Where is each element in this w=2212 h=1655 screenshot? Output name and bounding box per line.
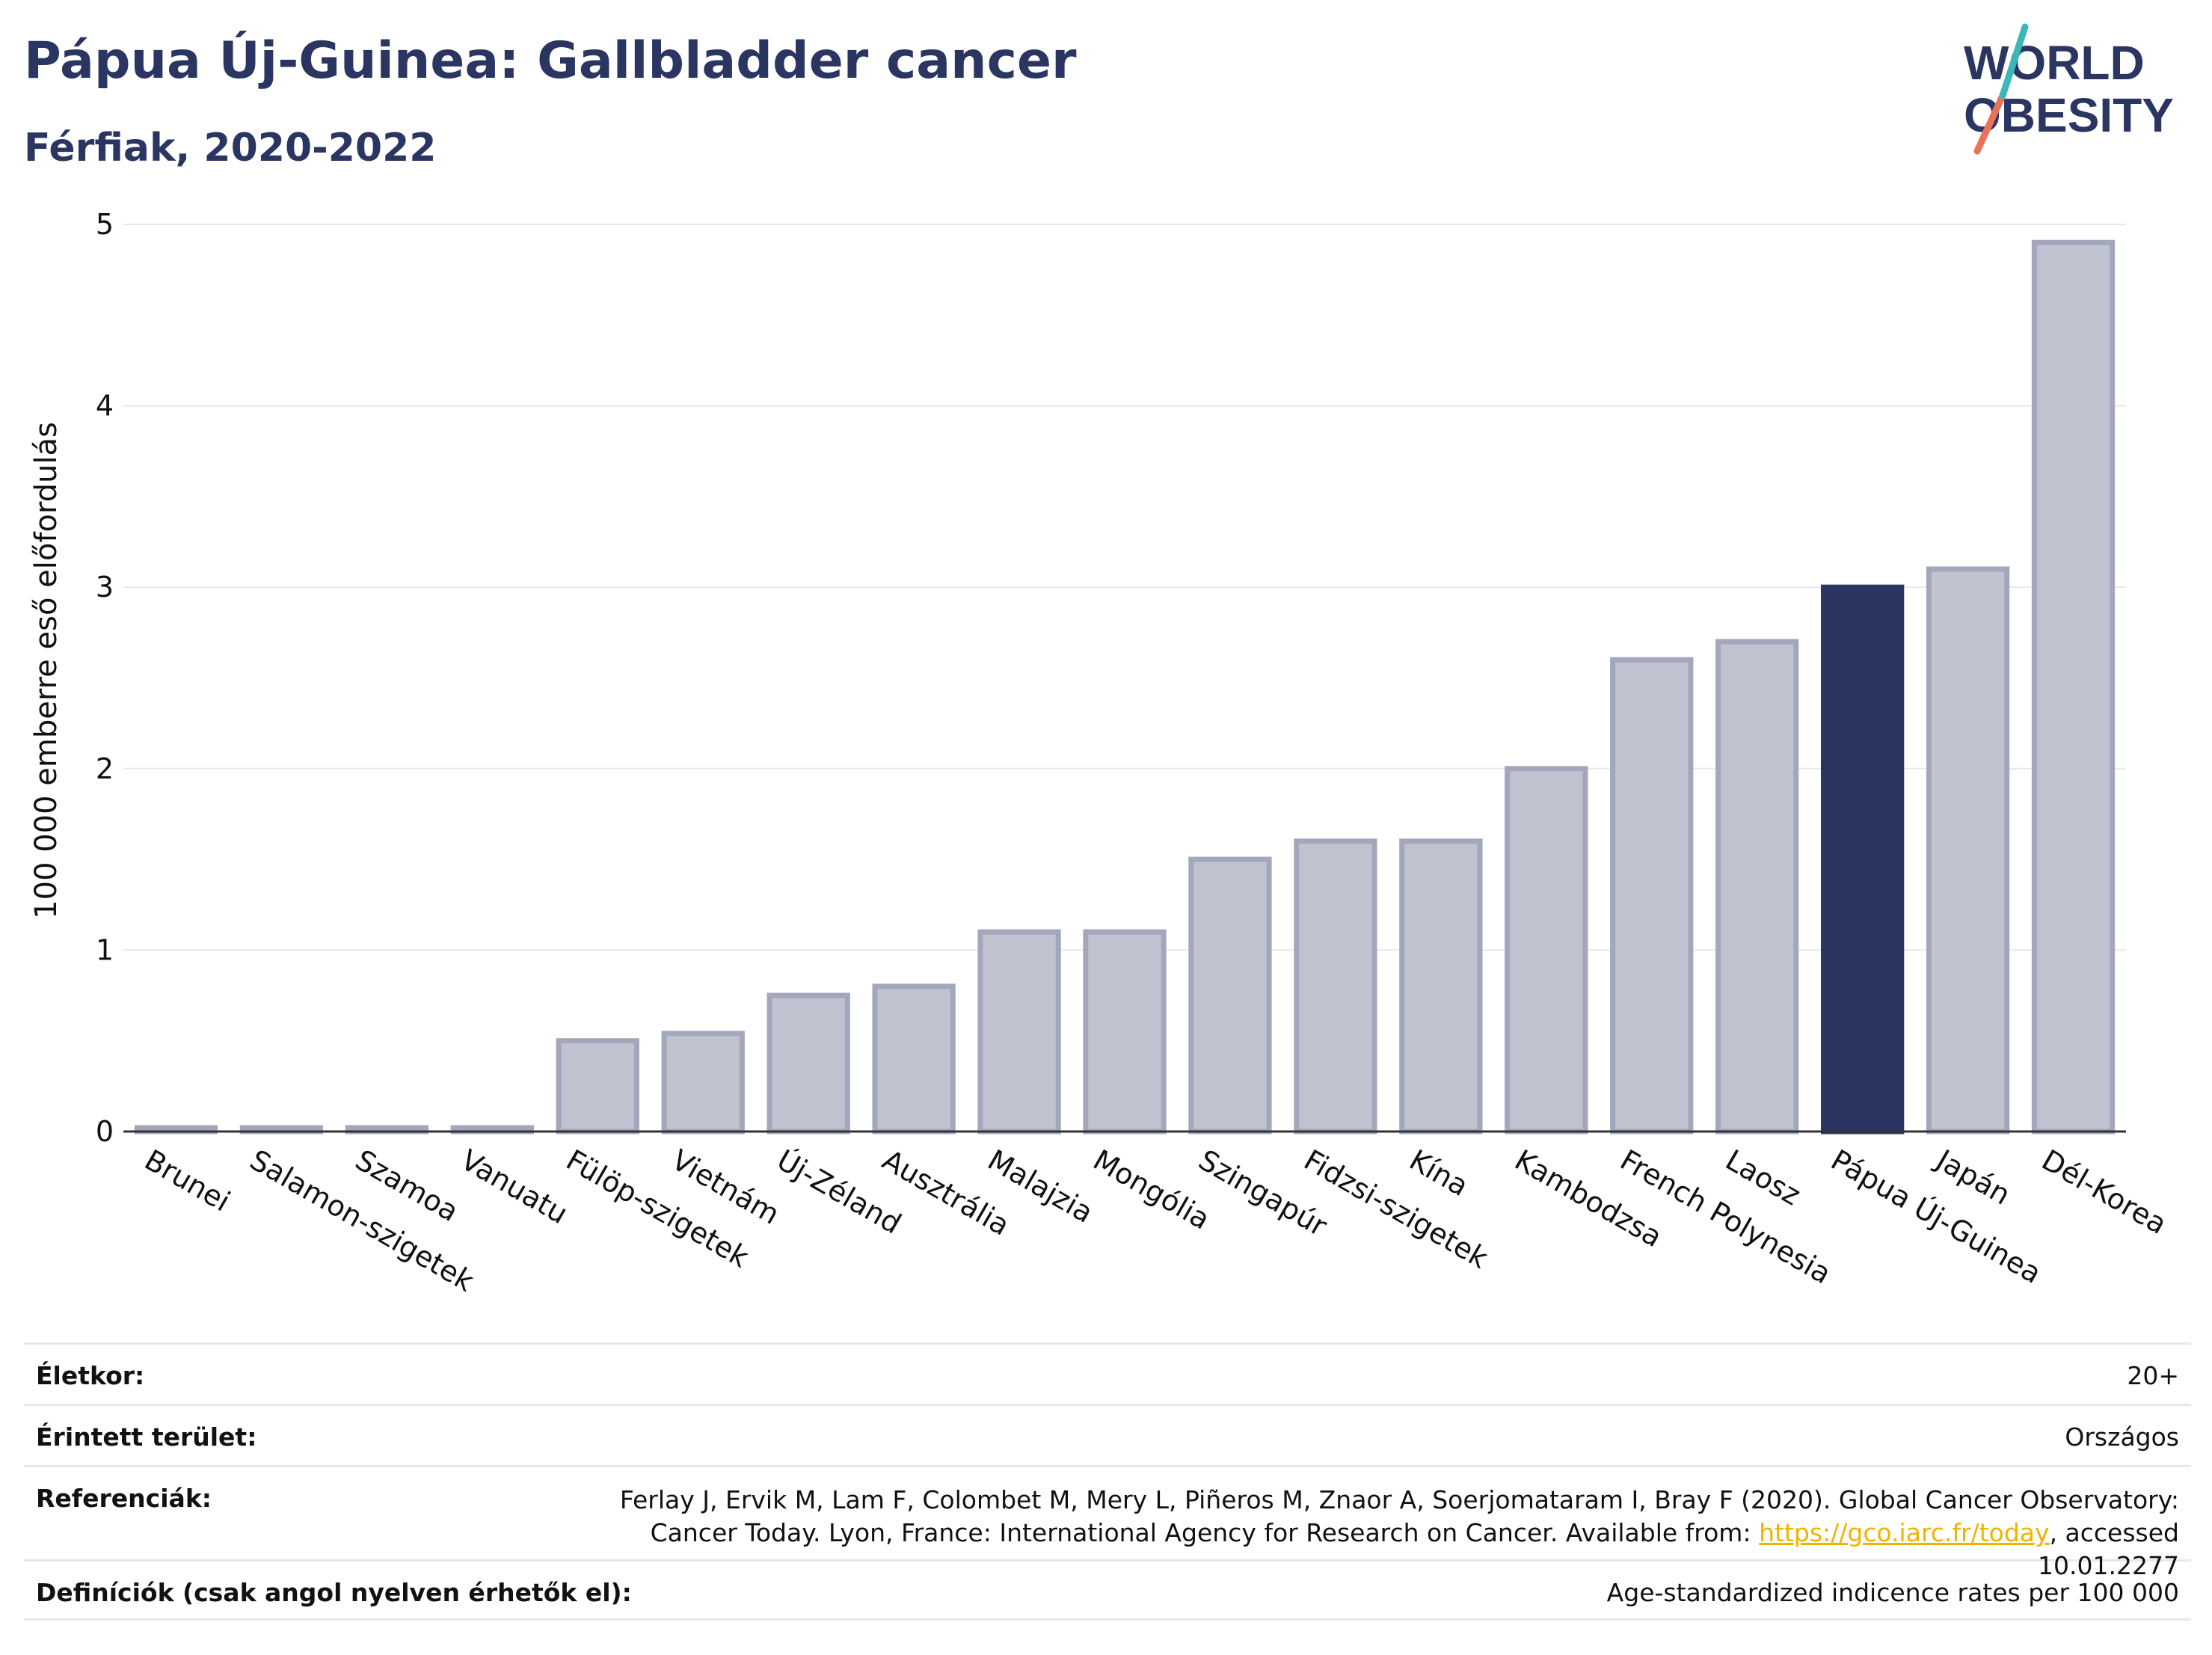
references-label: Referenciák: (36, 1484, 212, 1513)
definitions-value: Age-standardized indicence rates per 100… (1606, 1578, 2179, 1607)
references-link[interactable]: https://gco.iarc.fr/today (1759, 1518, 2050, 1547)
x-tick-label: Dél-Korea (2036, 1143, 2172, 1241)
x-tick-label: Brunei (139, 1143, 236, 1218)
y-tick-label: 1 (96, 933, 114, 966)
x-tick-label: Vanuatu (455, 1143, 574, 1230)
area-value: Országos (2065, 1422, 2179, 1452)
bar (661, 1031, 745, 1134)
references-value: Ferlay J, Ervik M, Lam F, Colombet M, Me… (534, 1484, 2179, 1582)
chart-subtitle: Férfiak, 2020-2022 (24, 126, 437, 171)
bar (2031, 239, 2116, 1134)
meta-row-references: Referenciák: Ferlay J, Ervik M, Lam F, C… (24, 1465, 2191, 1580)
meta-row-definitions: Definíciók (csak angol nyelven érhetők e… (24, 1559, 2191, 1621)
bar-chart: 0 1 2 3 4 5 100 000 emberre eső előfordulás Bru… (29, 208, 2172, 1298)
bar (1083, 929, 1167, 1134)
area-label: Érintett terület: (36, 1422, 257, 1452)
y-tick-label: 4 (96, 390, 114, 423)
x-tick-label: Kína (1404, 1143, 1474, 1203)
bar (1188, 856, 1272, 1134)
bar (1294, 838, 1377, 1134)
definitions-label: Definíciók (csak angol nyelven érhetők e… (36, 1578, 632, 1607)
bar (556, 1038, 639, 1134)
references-text-end: , accessed 10.01.2277 (2038, 1518, 2179, 1580)
y-axis-label: 100 000 emberre eső előfordulás (29, 422, 64, 919)
bar (1505, 766, 1588, 1134)
world-obesity-logo: WORLD OBESITY (1964, 23, 2174, 155)
bar (872, 983, 956, 1134)
bar (1715, 639, 1799, 1134)
age-label: Életkor: (36, 1361, 145, 1390)
logo-line1: WORLD (1964, 36, 2145, 90)
metadata-table: Életkor: 20+ Érintett terület: Országos … (24, 1342, 2191, 1621)
age-value: 20+ (2127, 1361, 2179, 1390)
x-tick-label: Mongólia (1088, 1143, 1216, 1236)
y-tick-label: 5 (96, 208, 114, 241)
meta-row-age: Életkor: 20+ (24, 1342, 2191, 1404)
x-tick-label: Fidzsi-szigetek (1298, 1143, 1493, 1275)
meta-row-area: Érintett terület: Országos (24, 1404, 2191, 1465)
y-tick-label: 3 (96, 571, 114, 604)
x-tick-label: Fülöp-szigetek (561, 1143, 755, 1274)
bar (1820, 584, 1905, 1134)
chart-title: Pápua Új-Guinea: Gallbladder cancer (24, 31, 1077, 90)
y-tick-label: 2 (96, 752, 114, 785)
bar (1926, 566, 2010, 1134)
bar (766, 992, 850, 1134)
bar (977, 929, 1061, 1134)
bar (1399, 838, 1483, 1134)
references-text: Ferlay J, Ervik M, Lam F, Colombet M, Me… (619, 1485, 2179, 1547)
bar (1610, 657, 1694, 1134)
y-tick-label: 0 (96, 1115, 114, 1148)
